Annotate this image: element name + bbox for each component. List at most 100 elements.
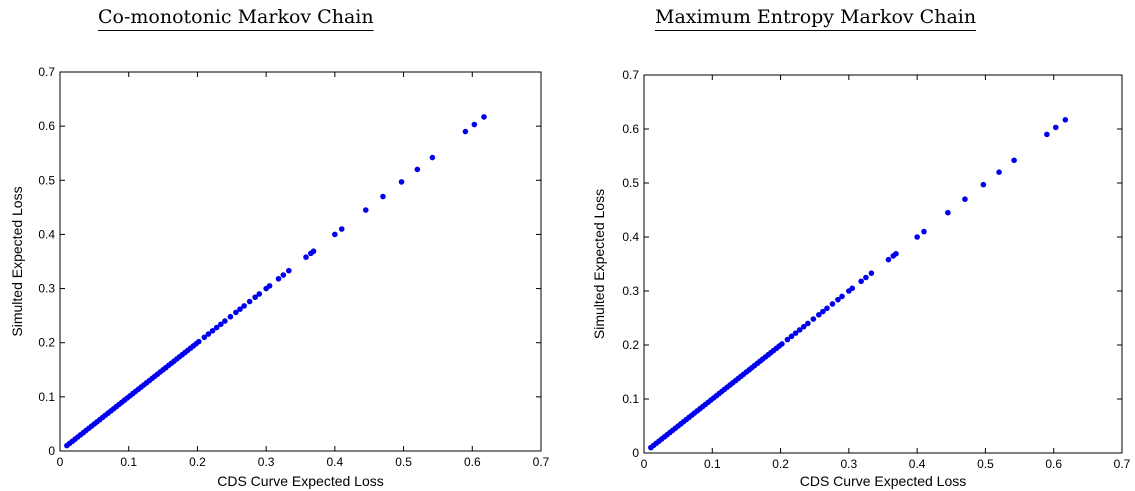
y-tick-label: 0.2 (38, 336, 55, 350)
data-point (1011, 157, 1017, 164)
data-point (788, 333, 795, 340)
chart-panel-comonotonic: Co-monotonic Markov Chain 0 0.1 0.2 0.3 0.4 0… (0, 0, 560, 491)
data-point (849, 285, 856, 292)
data-point (266, 283, 273, 289)
data-point (805, 320, 811, 327)
data-point (858, 278, 864, 285)
data-point (201, 334, 208, 341)
data-point (810, 316, 817, 322)
data-point (1052, 124, 1059, 131)
data-point (380, 193, 386, 200)
chart-title: Maximum Entropy Markov Chain (655, 6, 977, 28)
data-point (332, 231, 338, 238)
data-point (227, 313, 234, 320)
x-tick-label: 0.6 (1045, 457, 1062, 471)
x-tick-label: 0 (641, 457, 648, 471)
y-tick-label: 0.4 (622, 230, 639, 244)
y-tick-label: 0.7 (622, 68, 639, 82)
x-axis-label: CDS Curve Expected Loss (217, 473, 384, 489)
y-tick-label: 0.3 (38, 282, 55, 296)
y-tick-label: 0.6 (622, 122, 639, 136)
data-point (839, 293, 845, 300)
y-tick-label: 0.7 (38, 65, 55, 79)
data-point (429, 154, 436, 161)
y-tick-label: 0.6 (38, 119, 55, 133)
data-point (209, 328, 216, 334)
data-point (462, 128, 469, 135)
x-tick-label: 0.3 (841, 457, 858, 471)
data-point (824, 305, 830, 312)
data-point (863, 274, 869, 281)
data-point (471, 121, 478, 128)
data-point (196, 338, 202, 345)
x-tick-label: 0.5 (395, 455, 412, 469)
data-point (921, 228, 927, 235)
x-tick-label: 0.1 (120, 455, 137, 469)
data-point (820, 308, 826, 315)
chart-panel-max-entropy: Maximum Entropy Markov Chain 0 0.1 0.2 0.3 0… (580, 0, 1135, 491)
data-point (962, 196, 968, 202)
y-axis-label: Simulted Expected Loss (9, 186, 25, 336)
data-point (398, 179, 405, 185)
data-point (816, 311, 822, 318)
data-point (796, 327, 803, 333)
x-tick-label: 0.6 (464, 455, 481, 469)
data-point (310, 248, 317, 255)
data-point (233, 309, 239, 316)
x-tick-label: 0.7 (533, 455, 550, 469)
y-tick-label: 0.1 (38, 390, 55, 404)
data-point (885, 256, 892, 263)
data-point (996, 169, 1002, 175)
data-point (275, 276, 282, 282)
data-point (1062, 117, 1069, 123)
y-tick-label: 0.5 (38, 173, 55, 187)
x-tick-label: 0.7 (1114, 457, 1131, 471)
data-point (414, 166, 421, 173)
y-tick-label: 0.5 (622, 176, 639, 190)
data-point (1044, 131, 1050, 138)
y-axis-label: Simulted Expected Loss (591, 189, 607, 339)
data-point (784, 336, 791, 343)
y-tick-label: 0.1 (622, 392, 639, 406)
data-point (779, 341, 785, 347)
y-tick-label: 0.4 (38, 227, 55, 241)
data-point (252, 294, 258, 301)
data-point (914, 234, 920, 240)
data-point (241, 303, 247, 309)
chart-title: Co-monotonic Markov Chain (98, 6, 374, 28)
plot-frame (59, 71, 542, 452)
x-tick-label: 0.3 (258, 455, 275, 469)
x-tick-label: 0.2 (189, 455, 206, 469)
data-point (237, 306, 243, 312)
x-axis-label: CDS Curve Expected Loss (800, 473, 967, 489)
data-point (800, 323, 807, 330)
data-point (835, 296, 841, 303)
x-tick-label: 0.5 (977, 457, 994, 471)
data-point (280, 272, 287, 278)
data-point (868, 270, 875, 276)
data-point (286, 267, 292, 274)
data-point (945, 209, 951, 216)
y-tick-label: 0.2 (622, 338, 639, 352)
data-point (256, 291, 263, 297)
x-tick-label: 0.4 (909, 457, 926, 471)
data-point (303, 254, 309, 260)
data-point (205, 331, 212, 337)
y-tick-label: 0.3 (622, 284, 639, 298)
x-tick-label: 0 (57, 455, 64, 469)
x-tick-label: 0.1 (704, 457, 721, 471)
data-point (481, 114, 487, 120)
x-tick-label: 0.4 (327, 455, 344, 469)
x-tick-label: 0.2 (772, 457, 789, 471)
data-point (246, 298, 253, 305)
y-tick-label: 0 (48, 444, 55, 458)
data-point (792, 330, 799, 336)
data-point (829, 301, 836, 307)
data-point (217, 321, 224, 328)
plot-frame (643, 74, 1123, 454)
data-point (980, 181, 987, 188)
data-point (338, 226, 345, 232)
scatter-plot-max-entropy: 0 0.1 0.2 0.3 0.4 0.5 0.6 0.7 0 0.1 0.2 0.3 0.4 0.5 0.… (591, 68, 1131, 489)
data-point (222, 318, 228, 324)
data-point (213, 324, 220, 331)
